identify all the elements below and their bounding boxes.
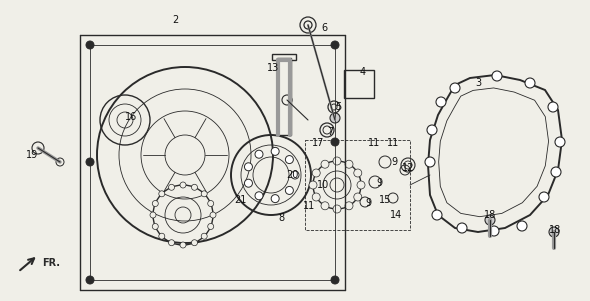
- Circle shape: [201, 233, 207, 239]
- Circle shape: [357, 181, 365, 189]
- Circle shape: [321, 160, 329, 168]
- Text: 9: 9: [365, 198, 371, 208]
- Circle shape: [555, 137, 565, 147]
- Circle shape: [286, 156, 293, 163]
- Text: 7: 7: [327, 127, 333, 137]
- Text: FR.: FR.: [42, 258, 60, 268]
- Circle shape: [548, 102, 558, 112]
- Text: 6: 6: [321, 23, 327, 33]
- Circle shape: [427, 125, 437, 135]
- Text: 15: 15: [379, 195, 391, 205]
- Circle shape: [291, 171, 299, 179]
- Circle shape: [354, 193, 362, 201]
- Circle shape: [425, 157, 435, 167]
- Circle shape: [86, 276, 94, 284]
- Circle shape: [432, 210, 442, 220]
- Circle shape: [525, 78, 535, 88]
- Circle shape: [450, 83, 460, 93]
- Text: 9: 9: [391, 157, 397, 167]
- Circle shape: [321, 202, 329, 210]
- Circle shape: [333, 205, 341, 213]
- Circle shape: [312, 169, 320, 177]
- Circle shape: [271, 147, 279, 155]
- Text: 2: 2: [172, 15, 178, 25]
- Text: 14: 14: [390, 210, 402, 220]
- Circle shape: [354, 169, 362, 177]
- Circle shape: [309, 181, 317, 189]
- Circle shape: [312, 193, 320, 201]
- Circle shape: [201, 191, 207, 197]
- Text: 3: 3: [475, 78, 481, 88]
- Text: 18: 18: [484, 210, 496, 220]
- Text: 19: 19: [26, 150, 38, 160]
- Circle shape: [244, 179, 253, 187]
- Circle shape: [551, 167, 561, 177]
- Bar: [277, 58, 291, 135]
- Circle shape: [180, 182, 186, 188]
- Circle shape: [517, 221, 527, 231]
- Circle shape: [159, 191, 165, 197]
- Circle shape: [208, 200, 214, 206]
- Circle shape: [436, 97, 446, 107]
- Circle shape: [210, 212, 216, 218]
- Circle shape: [331, 276, 339, 284]
- Circle shape: [333, 157, 341, 165]
- Text: 9: 9: [376, 178, 382, 188]
- Circle shape: [150, 212, 156, 218]
- Circle shape: [345, 160, 353, 168]
- Circle shape: [286, 186, 293, 194]
- Circle shape: [539, 192, 549, 202]
- Text: 4: 4: [360, 67, 366, 77]
- Text: 13: 13: [267, 63, 279, 73]
- Circle shape: [180, 242, 186, 248]
- Text: 18: 18: [549, 225, 561, 235]
- Text: 11: 11: [303, 201, 315, 211]
- Circle shape: [208, 223, 214, 229]
- Circle shape: [330, 113, 340, 123]
- Circle shape: [331, 41, 339, 49]
- Text: 21: 21: [234, 195, 246, 205]
- Circle shape: [492, 71, 502, 81]
- Circle shape: [549, 227, 559, 237]
- Circle shape: [255, 150, 263, 158]
- Circle shape: [331, 138, 339, 146]
- Text: 16: 16: [125, 112, 137, 122]
- Circle shape: [271, 195, 279, 203]
- Bar: [344, 70, 374, 98]
- Circle shape: [457, 223, 467, 233]
- Circle shape: [192, 240, 198, 246]
- Circle shape: [152, 223, 158, 229]
- Circle shape: [169, 240, 175, 246]
- Text: 8: 8: [278, 213, 284, 223]
- Circle shape: [485, 215, 495, 225]
- Text: 11: 11: [387, 138, 399, 148]
- Circle shape: [255, 192, 263, 200]
- Circle shape: [345, 202, 353, 210]
- Circle shape: [152, 200, 158, 206]
- Circle shape: [192, 184, 198, 190]
- Circle shape: [489, 226, 499, 236]
- Text: 5: 5: [335, 102, 341, 112]
- Text: 20: 20: [286, 170, 298, 180]
- Text: 10: 10: [317, 180, 329, 190]
- Text: 17: 17: [312, 138, 324, 148]
- Circle shape: [244, 163, 253, 171]
- Text: 11: 11: [368, 138, 380, 148]
- Circle shape: [86, 158, 94, 166]
- Text: 12: 12: [402, 163, 414, 173]
- Circle shape: [169, 184, 175, 190]
- Circle shape: [159, 233, 165, 239]
- Circle shape: [86, 41, 94, 49]
- Bar: [272, 54, 296, 60]
